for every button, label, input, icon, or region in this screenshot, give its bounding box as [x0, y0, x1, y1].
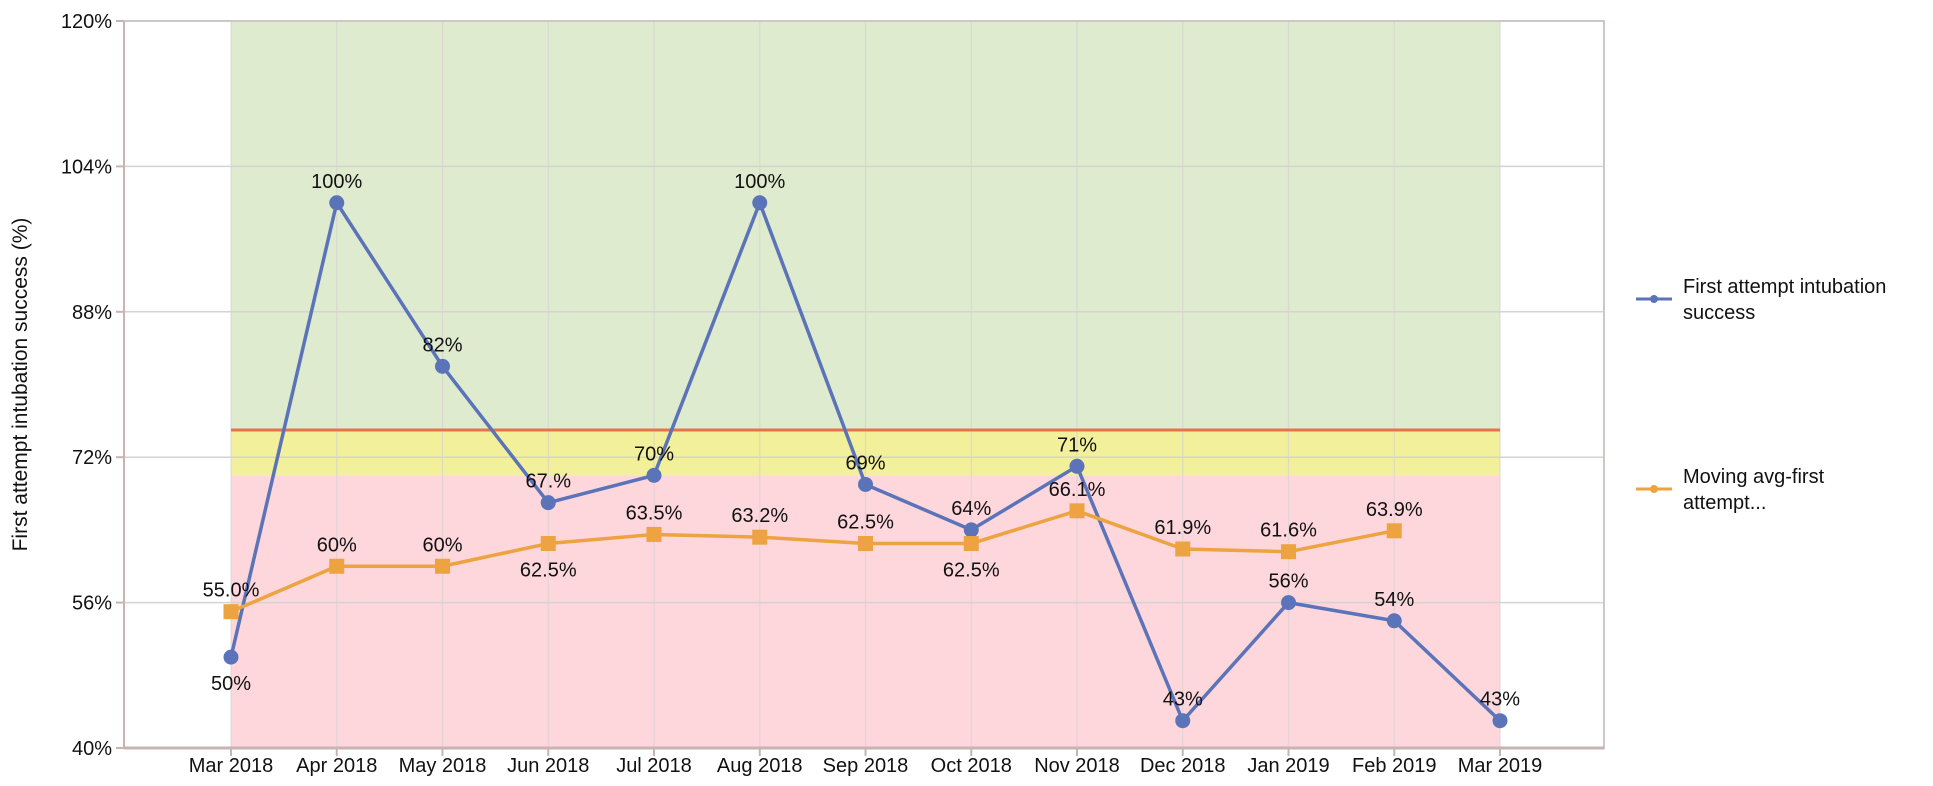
data-label: 82% — [422, 334, 462, 356]
legend-label-0: First attempt intubation — [1683, 276, 1886, 298]
x-tick-label: Dec 2018 — [1140, 755, 1226, 777]
data-label: 64% — [951, 498, 991, 520]
data-labels: 50% 100% 82% 67.% 70% 100% 69% 64% 71% 43% 56% 54% 4… — [203, 171, 1521, 711]
y-tick-label: 104% — [61, 156, 112, 178]
y-tick-label: 88% — [72, 302, 112, 324]
legend-swatch-marker-0 — [1650, 295, 1658, 303]
point-1-3 — [540, 536, 556, 552]
point-0-6 — [858, 476, 873, 492]
point-0-9 — [1175, 713, 1191, 729]
x-tick-label: Apr 2018 — [296, 755, 377, 777]
y-axis-label: First attempt intubation success (%) — [9, 218, 32, 552]
point-0-8 — [1069, 458, 1085, 474]
data-label: 56% — [1268, 571, 1308, 593]
x-tick-label: Jun 2018 — [507, 755, 589, 777]
point-0-4 — [646, 467, 662, 483]
x-tick-label: Jan 2019 — [1247, 755, 1329, 777]
legend-label-1: attempt... — [1683, 492, 1766, 514]
data-label: 62.5% — [837, 512, 894, 534]
legend-swatch-marker-1 — [1650, 485, 1658, 493]
x-tick-label: May 2018 — [399, 755, 487, 777]
legend: First attempt intubation success Moving av… — [1636, 276, 1886, 514]
data-label: 54% — [1374, 589, 1414, 611]
legend-label-1: Moving avg-first — [1683, 466, 1825, 488]
data-label: 60% — [422, 534, 462, 556]
x-tick-label: Mar 2019 — [1458, 755, 1543, 777]
point-0-10 — [1281, 595, 1296, 611]
data-label: 67.% — [525, 471, 571, 493]
y-axis-ticks: 40% 56% 72% 88% 104% 120% — [61, 11, 124, 760]
data-label: 55.0% — [203, 580, 260, 602]
point-0-1 — [329, 195, 345, 211]
data-label: 69% — [845, 452, 885, 474]
point-0-3 — [540, 495, 556, 511]
point-1-9 — [1175, 541, 1191, 557]
data-label: 71% — [1057, 434, 1097, 456]
data-label: 63.2% — [731, 505, 788, 527]
legend-label-0: success — [1683, 302, 1755, 324]
series-line-1 — [230, 509, 1395, 614]
x-tick-label: Mar 2018 — [189, 755, 274, 777]
point-1-10 — [1281, 544, 1296, 560]
data-label: 70% — [634, 443, 674, 465]
point-0-0 — [223, 649, 239, 665]
point-0-7 — [963, 522, 979, 538]
point-1-5 — [752, 529, 768, 545]
x-tick-label: Feb 2019 — [1352, 755, 1437, 777]
point-0-11 — [1386, 613, 1402, 629]
point-1-11 — [1386, 523, 1402, 539]
data-label: 62.5% — [520, 560, 577, 582]
data-label: 62.5% — [943, 560, 1000, 582]
data-label: 60% — [317, 534, 357, 556]
point-1-1 — [329, 558, 345, 574]
series-group — [223, 195, 1508, 729]
x-axis-ticks: Mar 2018 Apr 2018 May 2018 Jun 2018 Jul 2018… — [189, 748, 1543, 777]
data-label: 43% — [1163, 689, 1203, 711]
y-tick-label: 56% — [72, 593, 112, 615]
point-1-8 — [1069, 503, 1085, 519]
point-1-2 — [435, 558, 450, 574]
point-1-4 — [646, 526, 662, 542]
point-1-7 — [963, 536, 979, 552]
x-tick-label: Aug 2018 — [717, 755, 803, 777]
data-label: 66.1% — [1049, 479, 1106, 501]
y-tick-label: 40% — [72, 738, 112, 760]
x-tick-label: Sep 2018 — [823, 755, 909, 777]
point-1-6 — [858, 536, 873, 552]
x-tick-label: Oct 2018 — [931, 755, 1012, 777]
data-label: 61.6% — [1260, 520, 1317, 542]
x-tick-label: Nov 2018 — [1034, 755, 1120, 777]
y-tick-label: 72% — [72, 447, 112, 469]
data-label: 61.9% — [1154, 517, 1211, 539]
data-label: 43% — [1480, 689, 1520, 711]
axes — [123, 20, 1605, 750]
point-0-2 — [435, 358, 450, 374]
y-tick-label: 120% — [61, 11, 112, 33]
point-0-12 — [1492, 713, 1508, 729]
grid-lines — [124, 20, 1604, 749]
data-label: 63.5% — [626, 502, 683, 524]
data-label: 100% — [311, 171, 362, 193]
point-0-5 — [752, 195, 768, 211]
data-label: 50% — [211, 673, 251, 695]
data-label: 100% — [734, 171, 785, 193]
x-tick-label: Jul 2018 — [616, 755, 692, 777]
data-label: 63.9% — [1366, 499, 1423, 521]
point-1-0 — [223, 604, 239, 620]
